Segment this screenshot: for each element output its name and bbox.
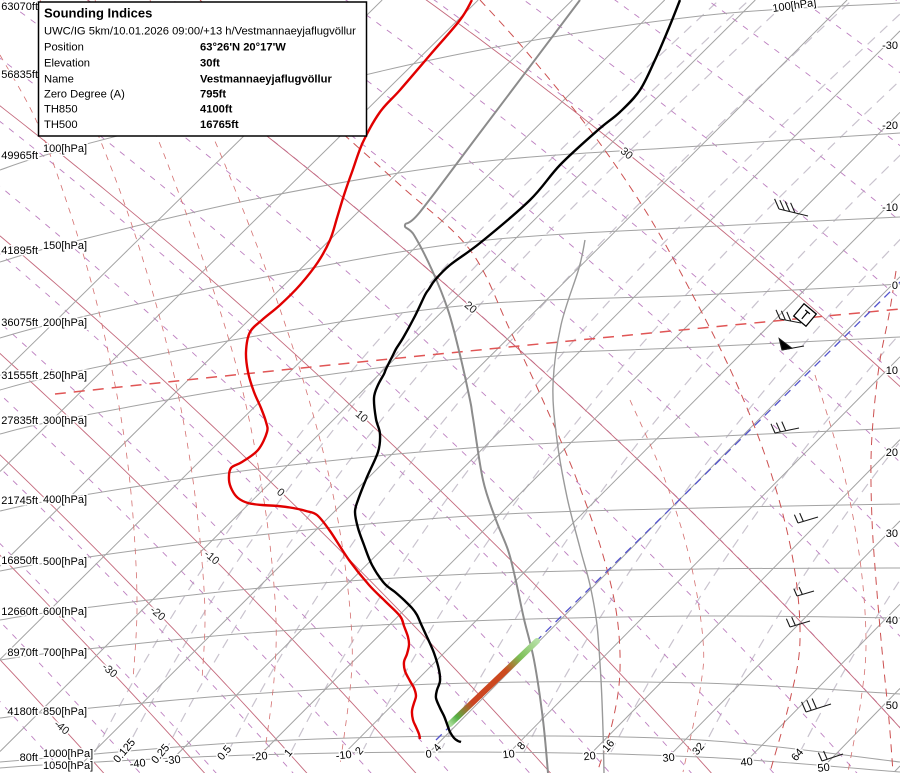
svg-text:100[hPa]: 100[hPa]: [43, 143, 87, 155]
svg-text:40: 40: [740, 756, 753, 769]
svg-text:4100ft: 4100ft: [200, 104, 233, 116]
svg-text:850[hPa]: 850[hPa]: [43, 706, 87, 718]
svg-text:27835ft: 27835ft: [1, 415, 38, 427]
svg-text:16765ft: 16765ft: [200, 119, 239, 131]
svg-text:50: 50: [817, 762, 830, 773]
svg-text:31555ft: 31555ft: [1, 370, 38, 382]
svg-text:TH850: TH850: [44, 104, 78, 116]
svg-text:4180ft: 4180ft: [7, 706, 38, 718]
svg-text:41895ft: 41895ft: [1, 245, 38, 257]
svg-text:Position: Position: [44, 42, 84, 54]
svg-text:600[hPa]: 600[hPa]: [43, 606, 87, 618]
svg-text:80ft: 80ft: [20, 752, 38, 764]
svg-text:TH500: TH500: [44, 119, 78, 131]
svg-text:1000[hPa]: 1000[hPa]: [43, 748, 93, 760]
svg-text:150[hPa]: 150[hPa]: [43, 240, 87, 252]
svg-text:56835ft: 56835ft: [1, 69, 38, 81]
svg-text:63°26'N 20°17'W: 63°26'N 20°17'W: [200, 42, 286, 54]
svg-text:-10: -10: [335, 749, 352, 763]
svg-text:40: 40: [886, 615, 898, 627]
svg-text:700[hPa]: 700[hPa]: [43, 647, 87, 659]
svg-text:-10: -10: [882, 202, 898, 214]
svg-text:Zero Degree (A): Zero Degree (A): [44, 89, 125, 101]
svg-text:250[hPa]: 250[hPa]: [43, 370, 87, 382]
svg-text:-20: -20: [882, 120, 898, 132]
svg-text:16850ft: 16850ft: [1, 555, 38, 567]
svg-text:-30: -30: [164, 754, 181, 768]
svg-text:49965ft: 49965ft: [1, 150, 38, 162]
svg-text:30: 30: [662, 752, 675, 765]
svg-text:0: 0: [892, 280, 898, 292]
svg-text:400[hPa]: 400[hPa]: [43, 494, 87, 506]
svg-text:20: 20: [886, 447, 898, 459]
svg-text:10: 10: [502, 748, 515, 761]
svg-text:63070ft: 63070ft: [1, 1, 38, 13]
svg-text:Elevation: Elevation: [44, 58, 90, 70]
svg-text:36075ft: 36075ft: [1, 317, 38, 329]
svg-text:500[hPa]: 500[hPa]: [43, 556, 87, 568]
svg-text:0: 0: [425, 748, 432, 761]
svg-text:10: 10: [886, 365, 898, 377]
svg-text:21745ft: 21745ft: [1, 495, 38, 507]
svg-text:30ft: 30ft: [200, 58, 220, 70]
svg-text:Name: Name: [44, 74, 74, 86]
svg-text:-30: -30: [882, 40, 898, 52]
svg-text:200[hPa]: 200[hPa]: [43, 317, 87, 329]
svg-text:Sounding Indices: Sounding Indices: [44, 6, 152, 21]
svg-text:-40: -40: [129, 757, 146, 771]
svg-text:795ft: 795ft: [200, 89, 226, 101]
svg-text:12660ft: 12660ft: [1, 606, 38, 618]
svg-text:-20: -20: [251, 750, 268, 764]
svg-text:Vestmannaeyjaflugvöllur: Vestmannaeyjaflugvöllur: [200, 74, 332, 86]
svg-text:8970ft: 8970ft: [7, 647, 38, 659]
svg-text:1050[hPa]: 1050[hPa]: [43, 760, 93, 772]
svg-text:20: 20: [583, 750, 596, 763]
svg-text:50: 50: [886, 700, 898, 712]
svg-text:30: 30: [886, 528, 898, 540]
svg-text:UWC/IG 5km/10.01.2026 09:00/+1: UWC/IG 5km/10.01.2026 09:00/+13 h/Vestma…: [44, 26, 356, 38]
svg-text:300[hPa]: 300[hPa]: [43, 415, 87, 427]
